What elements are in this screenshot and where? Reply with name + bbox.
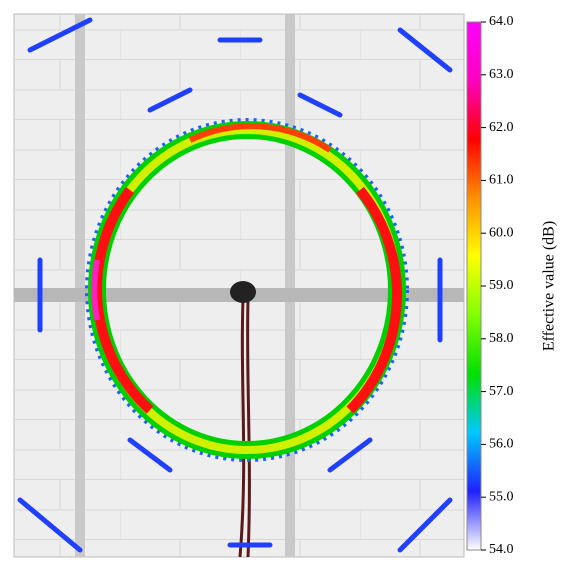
colorbar-tick-label: 55.0 (489, 489, 514, 504)
colorbar-label: Effective value (dB) (541, 221, 558, 351)
rod (285, 14, 295, 557)
colorbar-tick-label: 56.0 (489, 437, 514, 452)
chart: 54.0 55.0 56.0 57.0 58.0 59.0 60.0 61.0 62.0 63.0… (0, 0, 561, 568)
colorbar (467, 22, 481, 550)
rod (75, 14, 85, 557)
camera-image (14, 14, 464, 557)
colorbar-tick-label: 58.0 (489, 331, 514, 346)
source (230, 281, 256, 303)
colorbar-tick-label: 62.0 (489, 120, 514, 135)
colorbar-tick-label: 60.0 (489, 225, 514, 240)
colorbar-tick-label: 57.0 (489, 384, 514, 399)
colorbar-tick-label: 63.0 (489, 67, 514, 82)
colorbar-tick-label: 61.0 (489, 173, 514, 188)
colorbar-tick-label: 54.0 (489, 542, 514, 557)
colorbar-tick-label: 59.0 (489, 278, 514, 293)
colorbar-tick-label: 64.0 (489, 14, 514, 29)
